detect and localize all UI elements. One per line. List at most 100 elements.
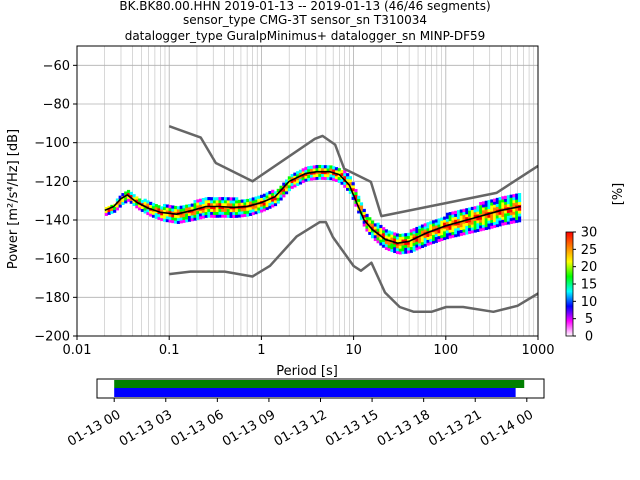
psd-histogram-cell <box>384 243 389 248</box>
psd-histogram-cell <box>451 214 455 218</box>
psd-histogram-cell <box>199 213 203 217</box>
colorbar-tick-label: 25 <box>581 243 598 258</box>
psd-histogram-cell <box>171 205 175 209</box>
psd-histogram-cell <box>309 174 314 178</box>
psd-histogram-cell <box>293 181 297 185</box>
psd-histogram-cell <box>210 211 214 215</box>
psd-histogram-cell <box>260 209 264 213</box>
psd-histogram-cell <box>395 239 400 243</box>
psd-histogram-cell <box>459 232 463 236</box>
psd-histogram-cell <box>476 217 480 221</box>
psd-histogram-cell <box>157 213 161 218</box>
psd-histogram-cell <box>498 199 502 204</box>
psd-histogram-cell <box>210 200 214 204</box>
timeline-tick-label: 01-13 18 <box>375 407 433 449</box>
psd-histogram-cell <box>351 182 355 186</box>
psd-histogram-cell <box>199 198 203 202</box>
psd-histogram-cell <box>121 193 125 197</box>
psd-histogram-cell <box>265 206 269 211</box>
psd-histogram-cell <box>204 205 208 210</box>
psd-histogram-cell <box>481 204 486 208</box>
psd-histogram-cell <box>359 216 364 221</box>
colorbar-scale <box>565 231 574 337</box>
psd-histogram-cell <box>218 211 222 215</box>
psd-histogram-cell <box>479 228 483 232</box>
psd-histogram-cell <box>207 199 211 204</box>
x-tick-label: 100 <box>433 343 458 358</box>
psd-histogram-cell <box>509 197 513 201</box>
psd-histogram-cell <box>204 211 208 215</box>
psd-histogram-cell <box>465 222 469 226</box>
psd-histogram-cell <box>179 220 183 224</box>
psd-histogram-cell <box>196 199 200 203</box>
psd-histogram-cell <box>224 202 228 207</box>
psd-histogram-cell <box>404 244 408 248</box>
psd-histogram-cell <box>481 215 486 220</box>
psd-histogram-cell <box>437 230 441 234</box>
psd-histogram-cell <box>129 194 133 198</box>
psd-histogram-cell <box>448 226 452 230</box>
psd-histogram-cell <box>354 188 358 193</box>
psd-histogram-cell <box>348 181 352 186</box>
psd-histogram-cell <box>456 230 461 234</box>
psd-histogram-cell <box>379 227 383 232</box>
psd-histogram-cell <box>429 241 433 245</box>
psd-histogram-cell <box>304 166 308 171</box>
psd-histogram-cell <box>470 215 475 219</box>
psd-histogram-cell <box>465 225 469 229</box>
psd-histogram-cell <box>151 211 156 215</box>
psd-histogram-cell <box>387 244 391 249</box>
psd-histogram-cell <box>212 205 217 210</box>
psd-histogram-cell <box>282 194 286 198</box>
psd-histogram-cell <box>323 176 328 180</box>
psd-histogram-cell <box>504 216 508 220</box>
psd-histogram-cell <box>235 208 239 213</box>
psd-histogram-cell <box>132 194 136 198</box>
psd-histogram-cell <box>357 201 361 205</box>
psd-histogram-cell <box>407 241 411 245</box>
psd-histogram-cell <box>204 203 208 207</box>
psd-histogram-cell <box>468 207 472 211</box>
psd-histogram-cell <box>456 215 461 220</box>
psd-histogram-cell <box>146 203 150 207</box>
psd-histogram-cell <box>476 208 480 212</box>
psd-histogram-cell <box>254 208 258 212</box>
psd-histogram-cell <box>487 208 491 212</box>
psd-histogram-cell <box>423 226 427 230</box>
psd-histogram-cell <box>235 197 239 201</box>
psd-histogram-cell <box>298 169 303 173</box>
psd-histogram-cell <box>504 213 508 217</box>
psd-histogram-cell <box>370 226 375 230</box>
psd-histogram-cell <box>404 241 408 246</box>
psd-histogram-cell <box>373 229 377 233</box>
psd-histogram-cell <box>387 247 391 252</box>
psd-histogram-cell <box>196 208 200 212</box>
psd-histogram-cell <box>481 207 486 211</box>
psd-histogram-cell <box>512 220 516 224</box>
psd-histogram-cell <box>240 202 244 206</box>
psd-histogram-cell <box>260 206 264 210</box>
psd-histogram-cell <box>346 176 350 180</box>
psd-histogram-cell <box>473 229 477 233</box>
psd-histogram-cell <box>135 196 139 200</box>
psd-histogram-cell <box>484 226 488 231</box>
psd-histogram-cell <box>307 174 311 179</box>
psd-histogram-cell <box>176 206 181 210</box>
psd-histogram-cell <box>254 196 258 200</box>
psd-histogram-cell <box>395 250 400 255</box>
psd-histogram-cell <box>468 230 472 234</box>
psd-histogram-cell <box>445 218 450 222</box>
psd-histogram-cell <box>323 170 328 175</box>
psd-histogram-cell <box>445 230 450 234</box>
psd-histogram-cell <box>493 204 497 208</box>
psd-histogram-cell <box>276 197 280 201</box>
psd-histogram-cell <box>115 204 120 208</box>
psd-histogram-cell <box>107 205 111 210</box>
psd-histogram-cell <box>273 191 278 195</box>
psd-histogram-cell <box>118 204 122 208</box>
psd-histogram-cell <box>337 168 341 172</box>
psd-histogram-cell <box>235 214 239 218</box>
psd-histogram-cell <box>420 238 425 243</box>
psd-histogram-cell <box>493 216 497 220</box>
psd-histogram-cell <box>470 221 475 225</box>
